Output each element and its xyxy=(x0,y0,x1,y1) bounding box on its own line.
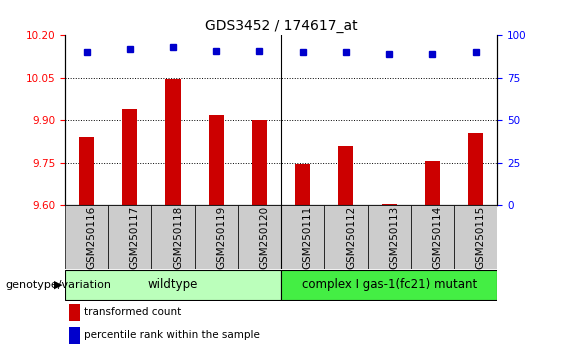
Bar xyxy=(252,120,267,205)
Text: GSM250113: GSM250113 xyxy=(389,206,399,269)
Text: GSM250111: GSM250111 xyxy=(303,206,312,269)
Bar xyxy=(79,137,94,205)
Bar xyxy=(69,327,80,344)
Text: GSM250119: GSM250119 xyxy=(216,206,226,269)
Bar xyxy=(411,205,454,269)
Text: GSM250118: GSM250118 xyxy=(173,206,183,269)
Bar xyxy=(381,204,397,205)
Bar xyxy=(208,115,224,205)
Bar xyxy=(238,205,281,269)
Text: GSM250112: GSM250112 xyxy=(346,206,356,269)
Bar xyxy=(108,205,151,269)
Text: GSM250117: GSM250117 xyxy=(130,206,140,269)
Bar xyxy=(324,205,368,269)
Text: GSM250120: GSM250120 xyxy=(259,206,270,269)
Bar xyxy=(151,205,194,269)
Bar xyxy=(166,79,181,205)
Bar xyxy=(454,205,497,269)
Title: GDS3452 / 174617_at: GDS3452 / 174617_at xyxy=(205,19,358,33)
Text: GSM250114: GSM250114 xyxy=(432,206,442,269)
Text: ▶: ▶ xyxy=(54,280,62,290)
Bar xyxy=(281,205,324,269)
Bar xyxy=(281,270,497,300)
Text: wildtype: wildtype xyxy=(148,279,198,291)
Bar xyxy=(468,133,483,205)
Bar xyxy=(425,161,440,205)
Text: complex I gas-1(fc21) mutant: complex I gas-1(fc21) mutant xyxy=(302,279,477,291)
Bar xyxy=(338,146,354,205)
Bar xyxy=(65,270,281,300)
Bar xyxy=(194,205,238,269)
Text: GSM250116: GSM250116 xyxy=(86,206,97,269)
Bar xyxy=(295,164,310,205)
Bar xyxy=(69,304,80,321)
Bar xyxy=(122,109,137,205)
Text: GSM250115: GSM250115 xyxy=(476,206,485,269)
Text: percentile rank within the sample: percentile rank within the sample xyxy=(84,330,260,341)
Bar xyxy=(367,205,411,269)
Text: transformed count: transformed count xyxy=(84,307,182,318)
Text: genotype/variation: genotype/variation xyxy=(6,280,112,290)
Bar xyxy=(65,205,108,269)
